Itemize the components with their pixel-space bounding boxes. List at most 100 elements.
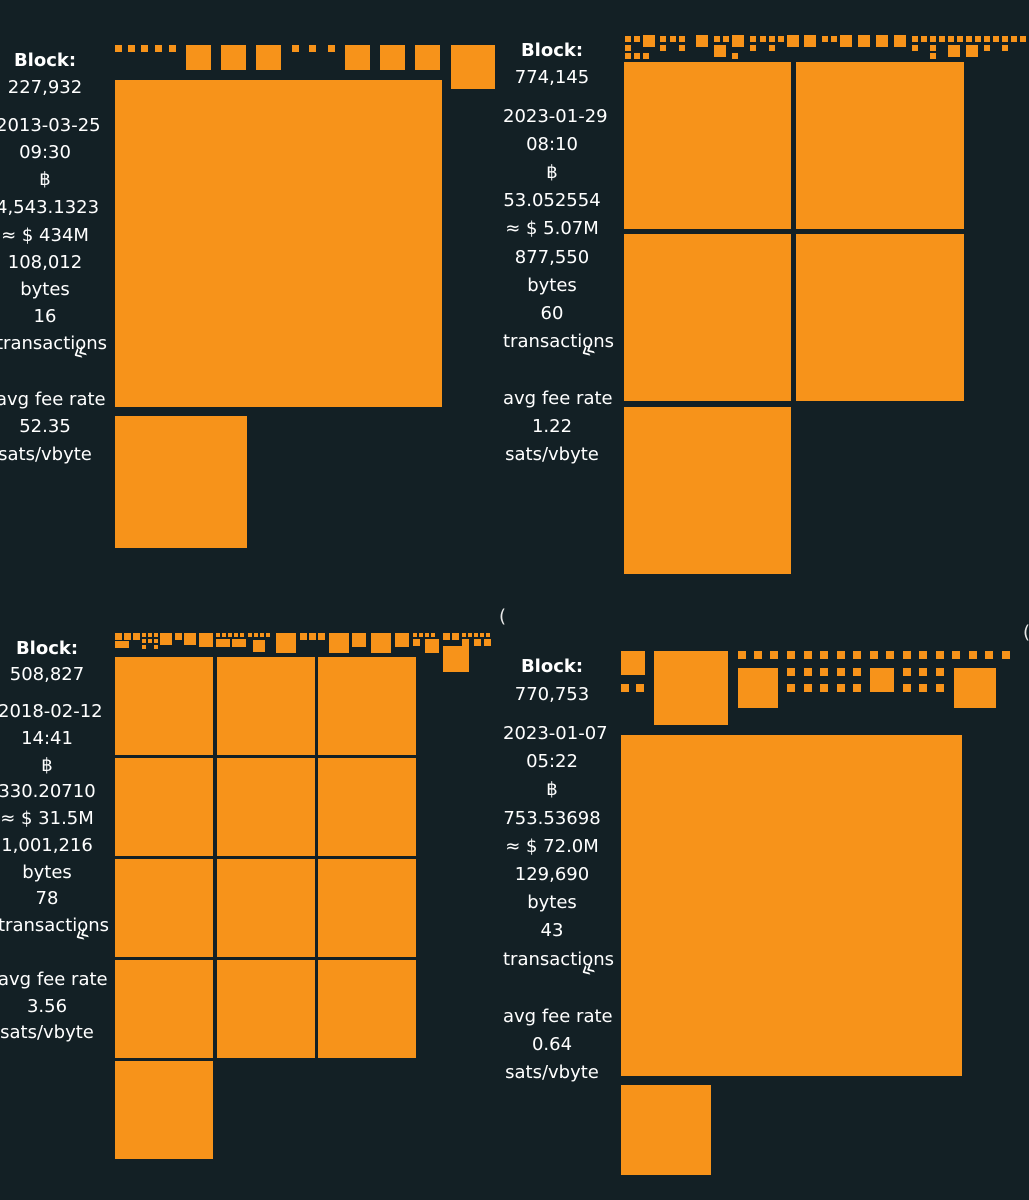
- tx-square[interactable]: [820, 651, 828, 659]
- tx-square[interactable]: [380, 45, 405, 70]
- tx-square[interactable]: [419, 633, 423, 637]
- tx-square[interactable]: [462, 633, 466, 637]
- tx-square[interactable]: [425, 639, 439, 653]
- tx-square[interactable]: [840, 35, 852, 47]
- tx-square[interactable]: [769, 36, 775, 42]
- tx-square[interactable]: [822, 36, 828, 42]
- tx-square[interactable]: [345, 45, 370, 70]
- tx-square[interactable]: [804, 651, 812, 659]
- tx-square[interactable]: [636, 684, 644, 692]
- tx-square[interactable]: [732, 53, 738, 59]
- tx-square[interactable]: [903, 668, 911, 676]
- tx-square[interactable]: [975, 36, 981, 42]
- tx-square[interactable]: [148, 633, 152, 637]
- tx-square[interactable]: [266, 633, 270, 637]
- tx-square[interactable]: [738, 651, 746, 659]
- tx-square[interactable]: [919, 651, 927, 659]
- tx-square[interactable]: [643, 35, 655, 47]
- tx-square[interactable]: [155, 45, 162, 52]
- tx-square[interactable]: [1002, 36, 1008, 42]
- tx-square[interactable]: [1002, 651, 1010, 659]
- tx-square[interactable]: [837, 651, 845, 659]
- tx-square[interactable]: [957, 36, 963, 42]
- tx-square[interactable]: [769, 45, 775, 51]
- tx-square[interactable]: [309, 45, 316, 52]
- tx-square[interactable]: [413, 633, 417, 637]
- tx-square[interactable]: [329, 633, 349, 653]
- tx-square[interactable]: [217, 758, 315, 856]
- tx-square[interactable]: [738, 668, 778, 708]
- tx-square[interactable]: [142, 639, 146, 643]
- tx-square[interactable]: [804, 668, 812, 676]
- tx-square[interactable]: [141, 45, 148, 52]
- tx-square[interactable]: [371, 633, 391, 653]
- tx-square[interactable]: [318, 960, 416, 1058]
- tx-square[interactable]: [714, 36, 720, 42]
- tx-square[interactable]: [643, 53, 649, 59]
- tx-square[interactable]: [787, 684, 795, 692]
- tx-square[interactable]: [260, 633, 264, 637]
- tx-square[interactable]: [1020, 36, 1026, 42]
- tx-square[interactable]: [484, 639, 491, 646]
- tx-square[interactable]: [936, 651, 944, 659]
- tx-square[interactable]: [912, 36, 918, 42]
- tx-square[interactable]: [154, 645, 158, 649]
- tx-square[interactable]: [480, 633, 484, 637]
- tx-square[interactable]: [853, 651, 861, 659]
- tx-square[interactable]: [930, 36, 936, 42]
- tx-square[interactable]: [858, 35, 870, 47]
- tx-square[interactable]: [894, 35, 906, 47]
- tx-square[interactable]: [240, 633, 244, 637]
- tx-square[interactable]: [216, 639, 230, 647]
- tx-square[interactable]: [468, 633, 472, 637]
- tx-square[interactable]: [474, 639, 481, 646]
- tx-square[interactable]: [760, 36, 766, 42]
- tx-square[interactable]: [679, 45, 685, 51]
- tx-square[interactable]: [993, 36, 999, 42]
- tx-square[interactable]: [778, 36, 784, 42]
- tx-square[interactable]: [921, 36, 927, 42]
- tx-square[interactable]: [625, 45, 631, 51]
- tx-square[interactable]: [723, 36, 729, 42]
- tx-square[interactable]: [634, 53, 640, 59]
- tx-square[interactable]: [948, 45, 960, 57]
- tx-square[interactable]: [750, 45, 756, 51]
- tx-square[interactable]: [624, 62, 791, 229]
- tx-square[interactable]: [876, 35, 888, 47]
- tx-square[interactable]: [318, 633, 325, 640]
- tx-square[interactable]: [318, 657, 416, 755]
- tx-square[interactable]: [318, 859, 416, 957]
- tx-square[interactable]: [115, 758, 213, 856]
- tx-square[interactable]: [292, 45, 299, 52]
- tx-square[interactable]: [870, 668, 894, 692]
- tx-square[interactable]: [276, 633, 296, 653]
- tx-square[interactable]: [186, 45, 211, 70]
- tx-square[interactable]: [984, 36, 990, 42]
- tx-square[interactable]: [1011, 36, 1017, 42]
- tx-square[interactable]: [115, 1061, 213, 1159]
- tx-square[interactable]: [969, 651, 977, 659]
- tx-square[interactable]: [853, 684, 861, 692]
- tx-square[interactable]: [939, 36, 945, 42]
- tx-square[interactable]: [670, 36, 676, 42]
- tx-square[interactable]: [352, 633, 366, 647]
- tx-square[interactable]: [300, 633, 307, 640]
- tx-square[interactable]: [395, 633, 409, 647]
- tx-square[interactable]: [443, 633, 450, 640]
- tx-square[interactable]: [115, 960, 213, 1058]
- tx-square[interactable]: [115, 80, 442, 407]
- tx-square[interactable]: [796, 234, 964, 401]
- tx-square[interactable]: [954, 668, 996, 708]
- tx-square[interactable]: [750, 36, 756, 42]
- tx-square[interactable]: [184, 633, 196, 645]
- tx-square[interactable]: [820, 668, 828, 676]
- tx-square[interactable]: [318, 758, 416, 856]
- tx-square[interactable]: [985, 651, 993, 659]
- tx-square[interactable]: [714, 45, 726, 57]
- tx-square[interactable]: [221, 45, 246, 70]
- tx-square[interactable]: [787, 651, 795, 659]
- tx-square[interactable]: [199, 633, 213, 647]
- tx-square[interactable]: [175, 633, 182, 640]
- tx-square[interactable]: [474, 633, 478, 637]
- tx-square[interactable]: [154, 633, 158, 637]
